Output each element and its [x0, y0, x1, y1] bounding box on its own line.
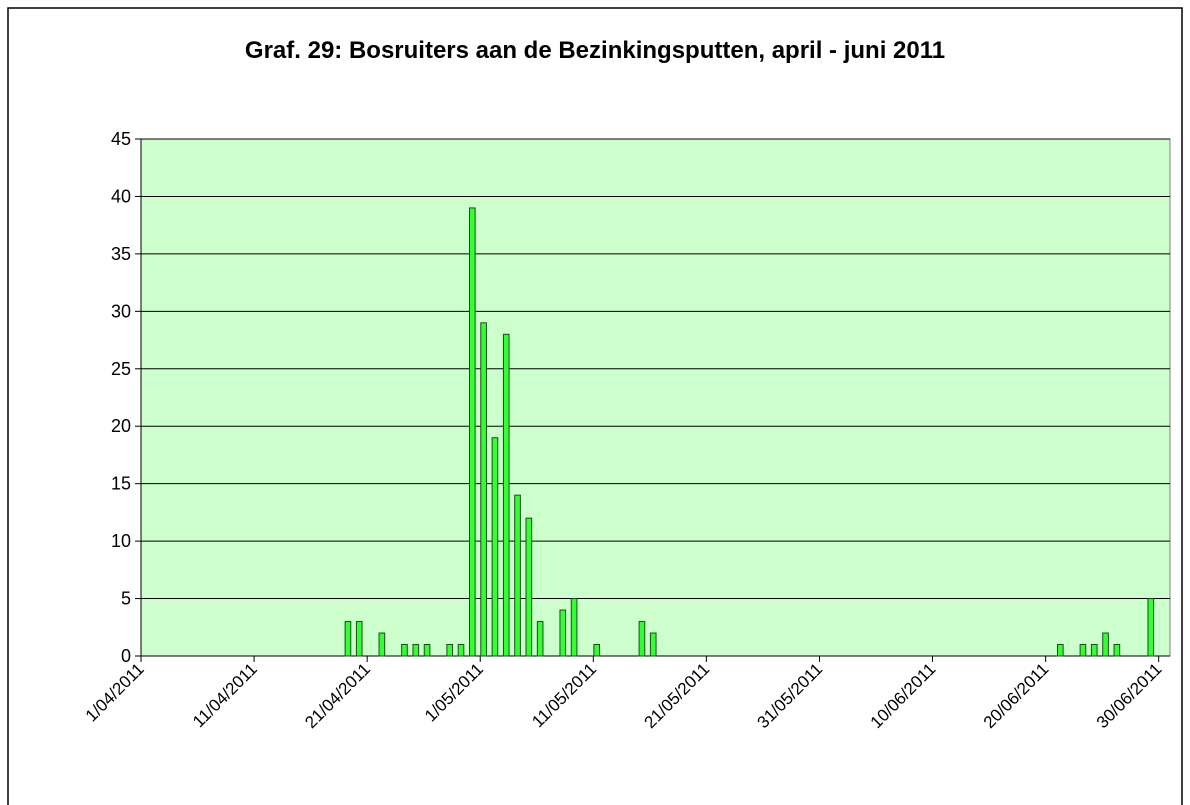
- y-tick-label: 5: [121, 589, 131, 609]
- bar: [468, 207, 476, 657]
- y-tick-label: 20: [111, 416, 131, 436]
- bar: [480, 322, 487, 657]
- bar: [1079, 644, 1087, 657]
- bar: [457, 644, 465, 657]
- y-tick-label: 30: [111, 301, 131, 321]
- bar: [355, 621, 363, 657]
- y-tick-label: 15: [111, 474, 131, 494]
- bar: [1090, 644, 1098, 657]
- y-tick-label: 40: [111, 186, 131, 206]
- bar: [491, 437, 499, 657]
- bar: [1147, 598, 1155, 657]
- bar: [412, 644, 420, 657]
- y-tick-label: 0: [121, 646, 131, 666]
- bar: [344, 621, 352, 657]
- plot-area: [140, 138, 1171, 657]
- bar: [536, 621, 544, 657]
- bar: [638, 621, 646, 657]
- bar: [559, 609, 567, 657]
- y-tick-label: 10: [111, 531, 131, 551]
- y-tick-label: 45: [111, 129, 131, 149]
- bar: [570, 598, 578, 657]
- bar: [1102, 632, 1109, 657]
- bar: [525, 517, 533, 657]
- bar: [446, 644, 454, 657]
- bar: [1056, 644, 1064, 657]
- chart-title: Graf. 29: Bosruiters aan de Bezinkingspu…: [245, 37, 945, 64]
- y-tick-label: 25: [111, 359, 131, 379]
- bar: [378, 632, 386, 657]
- y-tick-label: 35: [111, 244, 131, 264]
- bar: [423, 644, 431, 657]
- bar: [401, 644, 408, 657]
- bar: [593, 644, 601, 657]
- bar: [502, 333, 510, 657]
- bar: [649, 632, 657, 657]
- bar: [1113, 644, 1121, 657]
- bar: [514, 494, 521, 657]
